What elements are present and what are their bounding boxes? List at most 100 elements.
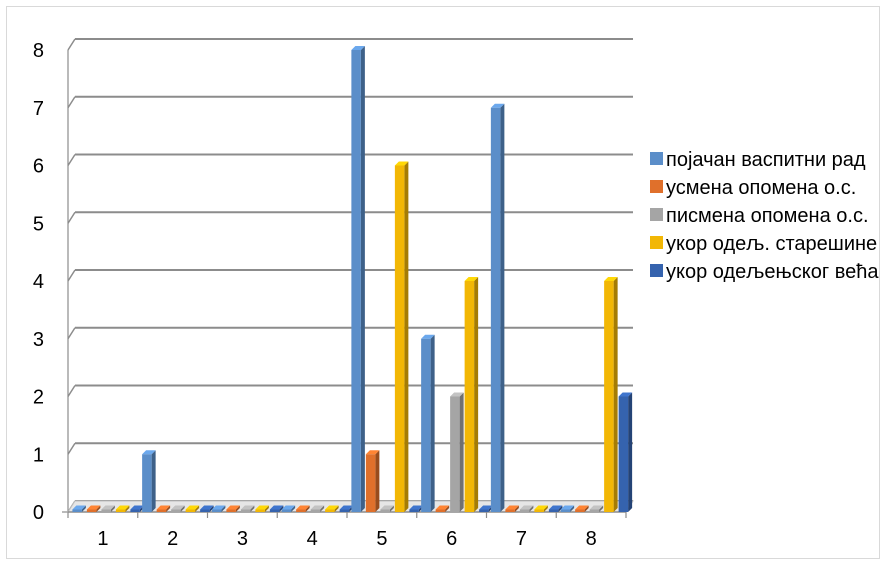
legend-item-3: писмена опомена о.с. <box>650 202 886 230</box>
bar <box>575 509 585 512</box>
bar-top <box>575 505 589 510</box>
x-tick-label: 5 <box>376 528 387 550</box>
x-tick-label: 4 <box>307 528 318 550</box>
bar <box>226 509 236 512</box>
bar-top <box>130 505 144 510</box>
y-tick-label: 4 <box>33 271 44 293</box>
bar <box>560 509 571 512</box>
bar-side <box>584 505 589 512</box>
bar-side <box>195 505 200 512</box>
x-tick-label: 8 <box>586 528 597 550</box>
bar-top <box>325 505 339 510</box>
bar-side <box>180 505 185 512</box>
bar <box>185 509 196 512</box>
bar-side <box>360 46 365 512</box>
bar-side <box>235 505 240 512</box>
legend-label: појачан васпитни рад <box>666 149 866 171</box>
bar <box>255 509 265 512</box>
bar-top <box>240 505 255 510</box>
bar-top <box>101 505 115 510</box>
bar-top <box>450 392 464 397</box>
bar <box>490 107 501 512</box>
legend-swatch <box>650 264 663 277</box>
legend-label: усмена опомена о.с. <box>666 177 857 199</box>
bar-top <box>142 450 156 455</box>
bar-top <box>226 505 240 510</box>
legend-swatch <box>650 208 663 221</box>
bar <box>421 338 431 512</box>
chart-legend: појачан васпитни рад усмена опомена о.с.… <box>650 146 886 286</box>
bar <box>519 509 530 512</box>
bar <box>101 509 111 512</box>
bar <box>325 509 335 512</box>
bar-side <box>125 505 130 512</box>
bar-top <box>156 505 171 510</box>
bar-side <box>474 277 479 512</box>
bar-top <box>435 505 450 510</box>
y-tick-label: 5 <box>33 213 44 235</box>
bar <box>211 509 222 512</box>
bar-top <box>505 505 519 510</box>
bar-side <box>445 505 450 512</box>
bar <box>156 509 167 512</box>
gridline-depth <box>67 211 76 224</box>
bar-top <box>548 505 563 510</box>
bar <box>240 509 251 512</box>
bar-top <box>281 505 296 510</box>
gridline-depth <box>67 269 76 282</box>
bar-side <box>543 505 548 512</box>
x-tick-label: 7 <box>516 528 527 550</box>
bar-side <box>320 505 325 512</box>
gridline-depth <box>67 385 76 397</box>
bar-top <box>72 505 86 510</box>
bar <box>548 509 559 512</box>
bar-side <box>558 505 563 512</box>
legend-item-5: укор одељењског већа <box>650 258 886 286</box>
bar-side <box>459 392 464 512</box>
bar-top <box>534 505 548 510</box>
bar-top <box>200 505 214 510</box>
bar-top <box>339 505 354 510</box>
legend-item-2: усмена опомена о.с. <box>650 174 886 202</box>
y-tick-label: 7 <box>33 98 44 120</box>
bar-top <box>351 46 365 50</box>
bar <box>130 509 140 512</box>
bar-top <box>171 505 185 510</box>
legend-swatch <box>650 152 663 165</box>
bar-top <box>211 505 226 510</box>
legend-label: укор одељ. старешине <box>666 233 878 255</box>
bar-top <box>394 161 409 166</box>
legend-label: писмена опомена о.с. <box>666 205 869 227</box>
bar-top <box>115 505 130 510</box>
bar-top <box>519 505 534 510</box>
y-tick-label: 3 <box>33 329 44 351</box>
legend-swatch <box>650 180 663 193</box>
gridline-depth <box>67 442 76 455</box>
bar-side <box>305 505 310 512</box>
bar-top <box>269 505 284 510</box>
legend-swatch <box>650 236 663 249</box>
bar-top <box>365 450 380 455</box>
legend-item-4: укор одељ. старешине <box>650 230 886 258</box>
bar-side <box>500 103 505 512</box>
bar <box>435 509 446 512</box>
bar-side <box>96 505 101 512</box>
bar-side <box>221 505 226 512</box>
legend-item-1: појачан васпитни рад <box>650 146 886 174</box>
bar-side <box>375 450 380 512</box>
bar <box>269 509 280 512</box>
bar <box>464 281 475 512</box>
x-tick-label: 2 <box>167 528 178 550</box>
bar-top <box>589 505 604 510</box>
y-tick-label: 0 <box>33 502 44 524</box>
bar-side <box>529 505 534 512</box>
legend-label: укор одељењског већа <box>666 261 879 283</box>
bar-top <box>464 277 479 281</box>
bar-top <box>185 505 200 510</box>
y-tick-label: 8 <box>33 40 44 62</box>
bar-side <box>279 505 284 512</box>
bar <box>200 509 210 512</box>
bar-side <box>389 505 394 512</box>
bar-side <box>570 505 575 512</box>
